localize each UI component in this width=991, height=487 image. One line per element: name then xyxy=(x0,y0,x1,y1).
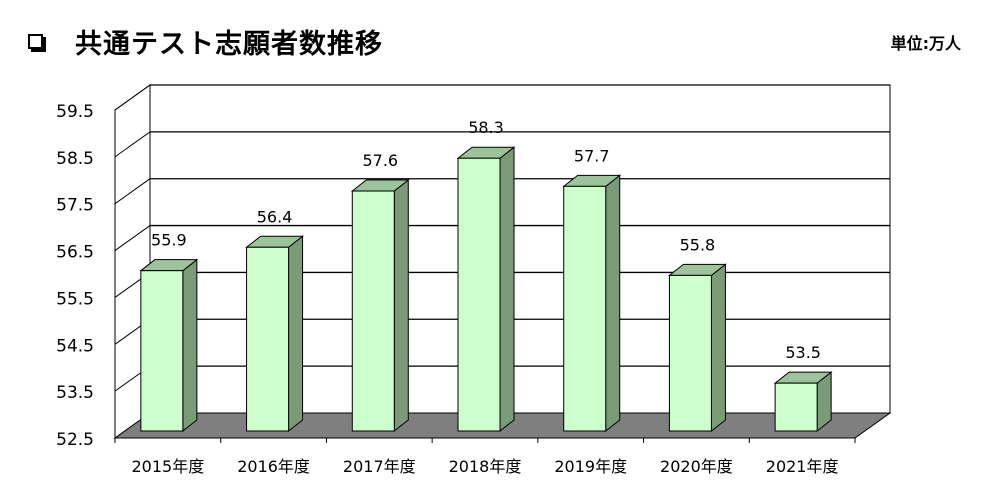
x-tick-label: 2018年度 xyxy=(449,457,522,476)
page-title: 共通テスト志願者数推移 xyxy=(75,29,383,60)
bar-side xyxy=(393,178,409,433)
gridline-side xyxy=(114,131,151,158)
bar-side xyxy=(288,235,304,433)
bar xyxy=(563,185,607,432)
data-label: 53.5 xyxy=(785,343,821,362)
bar xyxy=(246,246,290,432)
bar xyxy=(140,270,184,432)
y-tick-label: 53.5 xyxy=(56,383,94,403)
bar-side xyxy=(182,258,198,433)
bar xyxy=(668,274,712,432)
x-tick-label: 2017年度 xyxy=(343,457,416,476)
data-label: 55.8 xyxy=(680,235,716,254)
bar xyxy=(351,190,395,432)
gridline-side xyxy=(114,225,151,251)
bar-side xyxy=(499,146,515,433)
y-tick-label: 56.5 xyxy=(56,243,94,263)
data-label: 58.3 xyxy=(468,118,504,137)
data-label: 55.9 xyxy=(151,231,187,250)
x-tick-label: 2020年度 xyxy=(660,457,733,476)
bar xyxy=(457,157,501,432)
bar xyxy=(774,382,818,432)
data-label: 57.6 xyxy=(362,151,398,170)
y-tick-label: 52.5 xyxy=(56,430,94,450)
y-tick-label: 57.5 xyxy=(56,196,94,216)
y-tick-label: 54.5 xyxy=(56,336,94,356)
checkbox-square-icon xyxy=(28,34,43,49)
x-tick-label: 2016年度 xyxy=(237,457,310,476)
y-tick-label: 55.5 xyxy=(56,289,94,309)
x-tick-label: 2021年度 xyxy=(766,457,839,476)
title-row: 共通テスト志願者数推移 xyxy=(20,22,383,61)
gridline-side xyxy=(114,84,151,111)
data-label: 57.7 xyxy=(574,146,610,165)
x-tick-label: 2015年度 xyxy=(131,457,204,476)
bar-side xyxy=(605,174,621,433)
x-tick-label: 2019年度 xyxy=(554,457,627,476)
bar-side xyxy=(710,263,726,433)
gridline-side xyxy=(114,178,151,205)
unit-label: 単位:万人 xyxy=(890,34,961,53)
data-label: 56.4 xyxy=(257,207,293,226)
y-tick-label: 59.5 xyxy=(56,102,94,122)
y-tick-label: 58.5 xyxy=(56,149,94,169)
